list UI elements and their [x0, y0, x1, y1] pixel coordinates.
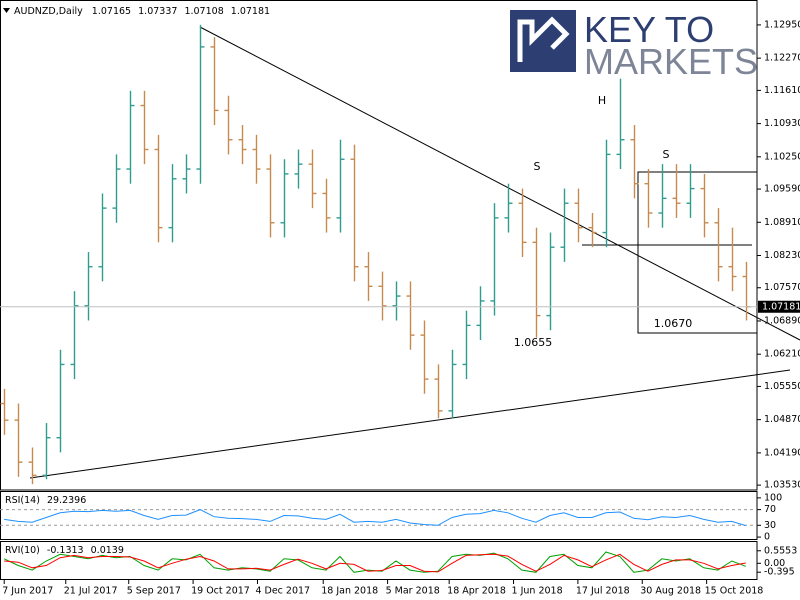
price-label: 1.07181 [762, 301, 800, 312]
y-tick-label: 0.00 [764, 558, 785, 569]
y-tick-label: 1.10930 [764, 118, 800, 129]
low: 1.07108 [184, 6, 223, 17]
symbol: AUDNZD,Daily [14, 6, 83, 17]
bars [0, 24, 751, 485]
x-tick-label: 21 Jul 2017 [64, 586, 118, 597]
menu-arrow[interactable] [3, 8, 10, 13]
y-tick-label: 0.5553 [764, 545, 797, 556]
x-tick-label: 19 Oct 2017 [191, 586, 250, 597]
x-tick-label: 18 Apr 2018 [447, 586, 506, 597]
rvi-frame [0, 541, 758, 580]
y-tick-label: 1.12950 [764, 19, 800, 30]
logo-mark [517, 16, 570, 62]
y-tick-label: 1.09590 [764, 184, 800, 195]
rvi-signal-value: 0.0139 [91, 545, 124, 556]
logo-line2: MARKETS [584, 41, 758, 82]
x-tick-label: 18 Jan 2018 [321, 586, 378, 597]
y-tick-label: 1.08910 [764, 217, 800, 228]
y-tick-label: 100 [764, 492, 782, 503]
y-tick-label: -0.395 [764, 567, 795, 578]
box [637, 171, 758, 334]
y-tick-label: 70 [764, 504, 776, 515]
rsi-name: RSI(14) [5, 495, 40, 506]
y-tick-label: 0 [764, 532, 770, 543]
logo-line1: KEY TO [584, 9, 714, 50]
trend-line [199, 26, 800, 341]
x-tick-label: 5 Sep 2017 [127, 586, 181, 597]
x-tick-label: 1 Jun 2018 [512, 586, 563, 597]
price-label-box [758, 300, 800, 313]
x-tick-label: 30 Aug 2018 [640, 586, 701, 597]
drawing-objects [29, 26, 800, 479]
y-tick-label: 30 [764, 520, 776, 531]
rvi-header: RVI(10) -0.1313 0.0139 [5, 545, 124, 556]
indicator-line [4, 509, 746, 527]
rsi-header: RSI(14) 29.2396 [5, 495, 86, 506]
y-tick-label: 1.05550 [764, 381, 800, 392]
indicator-line [4, 553, 746, 573]
y-tick-label: 1.04190 [764, 447, 800, 458]
y-tick-label: 1.08230 [764, 250, 800, 261]
y-tick-label: 1.06890 [764, 315, 800, 326]
annotation: S [534, 160, 541, 173]
close: 1.07181 [231, 6, 270, 17]
high: 1.07337 [138, 6, 177, 17]
trend-line [29, 369, 791, 479]
x-tick-label: 7 Jun 2017 [2, 586, 53, 597]
x-tick-label: 15 Oct 2018 [705, 586, 764, 597]
logo: KEY TO MARKETS [510, 9, 758, 82]
y-tick-label: 1.11610 [764, 85, 800, 96]
y-tick-label: 1.10250 [764, 151, 800, 162]
x-tick-label: 17 Jul 2018 [576, 586, 630, 597]
annotation: 1.0670 [654, 317, 693, 330]
annotation: S [663, 148, 670, 161]
annotation: H [598, 94, 606, 107]
y-tick-label: 1.03530 [764, 480, 800, 491]
y-tick-label: 1.12270 [764, 53, 800, 64]
y-tick-label: 1.04870 [764, 414, 800, 425]
open: 1.07165 [92, 6, 131, 17]
y-tick-label: 1.07570 [764, 282, 800, 293]
rvi-name: RVI(10) [5, 545, 40, 556]
rsi-frame [0, 491, 758, 540]
x-tick-label: 5 Mar 2018 [386, 586, 440, 597]
x-tick-label: 4 Dec 2017 [255, 586, 310, 597]
annotation: 1.0655 [514, 336, 553, 349]
chart-header: AUDNZD,Daily 1.07165 1.07337 1.07108 1.0… [14, 6, 270, 17]
y-tick-label: 1.06210 [764, 349, 800, 360]
rsi-value: 29.2396 [47, 495, 86, 506]
rvi-value: -0.1313 [47, 545, 84, 556]
